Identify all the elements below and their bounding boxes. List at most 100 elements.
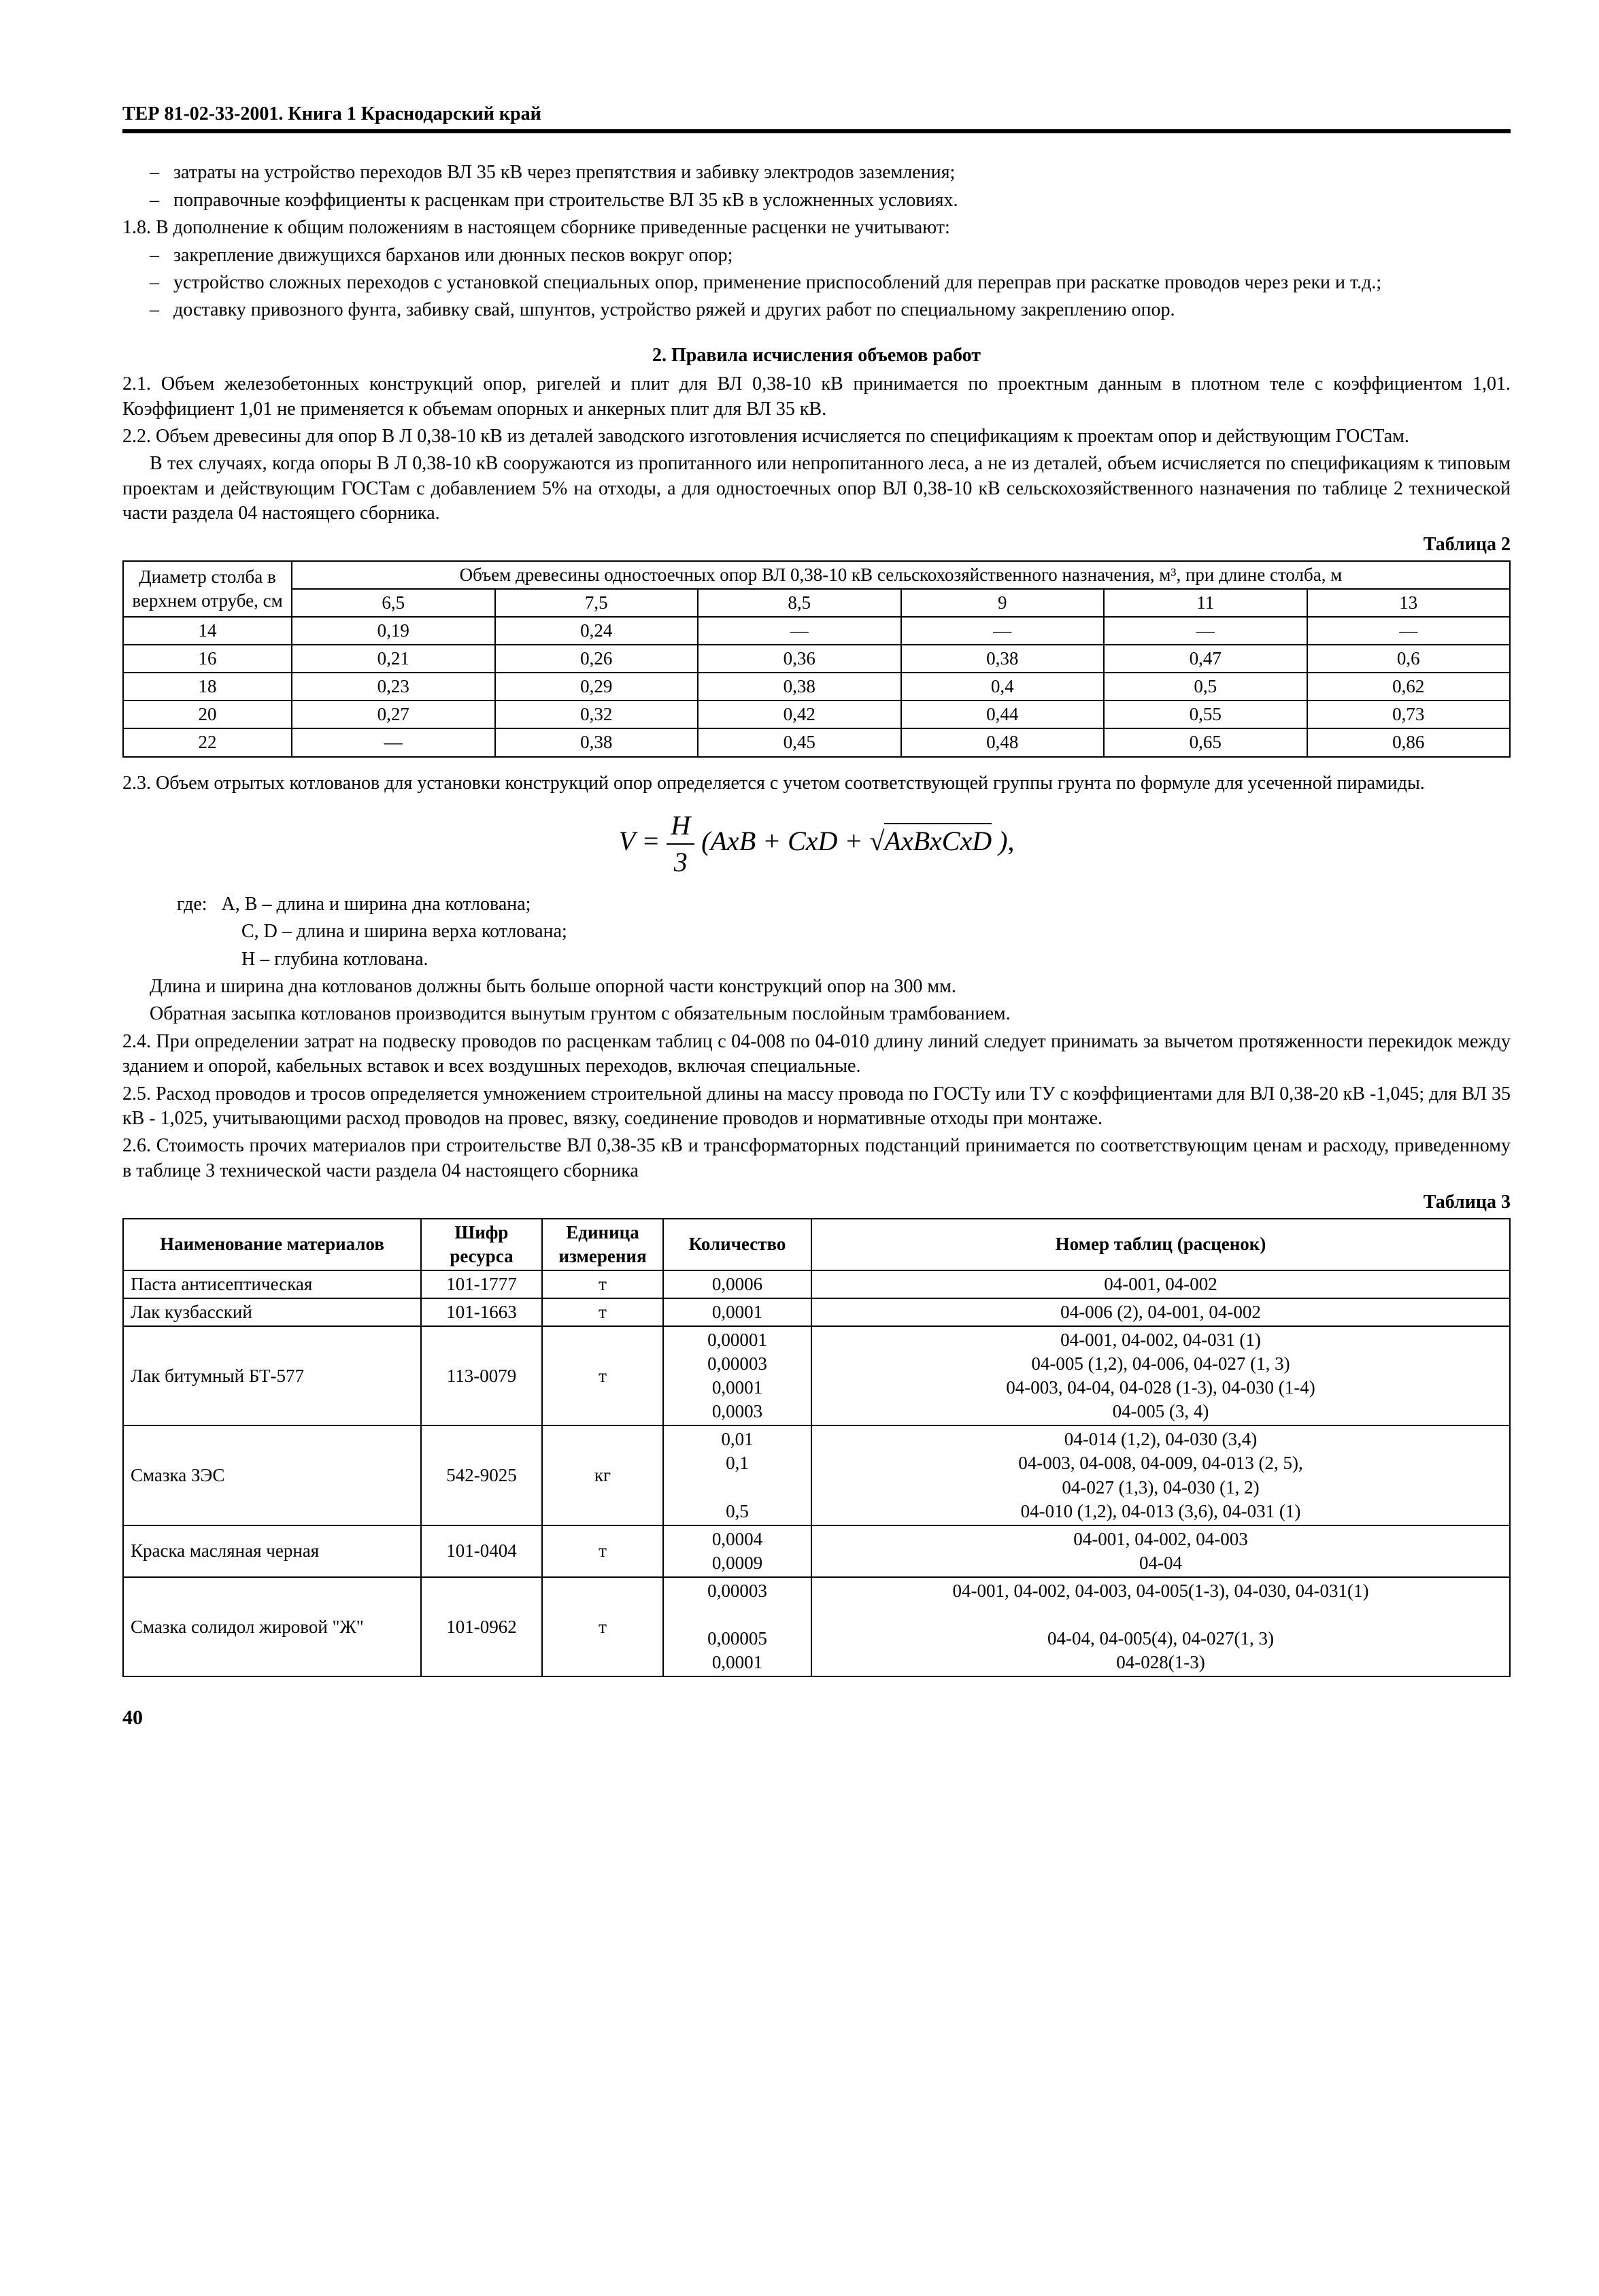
t3-cell-code: 101-1777 — [421, 1270, 542, 1298]
t2-cell-diam: 20 — [123, 700, 292, 728]
t2-cell: — — [901, 617, 1105, 645]
t2-col-header: 7,5 — [495, 589, 698, 617]
t3-cell-qty: 0,0001 — [663, 1298, 811, 1326]
dash-item: – закрепление движущихся барханов или дю… — [122, 243, 1511, 268]
where-line: где: A, B – длина и ширина дна котлована… — [177, 892, 1511, 917]
t2-cell: 0,29 — [495, 673, 698, 700]
t3-cell-name: Смазка солидол жировой "Ж" — [123, 1577, 421, 1676]
t2-cell: 0,86 — [1307, 728, 1511, 756]
t2-cell-diam: 16 — [123, 645, 292, 673]
t2-col-header: 9 — [901, 589, 1105, 617]
t3-header: Единица измерения — [542, 1219, 663, 1270]
t3-cell-name: Краска масляная черная — [123, 1525, 421, 1577]
where-line: C, D – длина и ширина верха котлована; — [241, 919, 1511, 944]
t3-cell-name: Лак кузбасский — [123, 1298, 421, 1326]
t2-cell: 0,26 — [495, 645, 698, 673]
t3-cell-qty: 0,010,1 0,5 — [663, 1425, 811, 1525]
t2-cell: 0,6 — [1307, 645, 1511, 673]
t3-cell-code: 113-0079 — [421, 1326, 542, 1425]
t3-cell-code: 101-0404 — [421, 1525, 542, 1577]
paragraph-2-3c: Обратная засыпка котлованов производится… — [122, 1002, 1511, 1026]
t2-cell: 0,47 — [1104, 645, 1307, 673]
formula: V = H3 (AxB + CxD + √AxBxCxD ), — [122, 808, 1511, 880]
t3-cell-num: 04-006 (2), 04-001, 04-002 — [811, 1298, 1510, 1326]
t2-cell-diam: 18 — [123, 673, 292, 700]
t3-cell-unit: т — [542, 1577, 663, 1676]
t3-cell-num: 04-014 (1,2), 04-030 (3,4)04-003, 04-008… — [811, 1425, 1510, 1525]
t2-cell: 0,4 — [901, 673, 1105, 700]
t3-header: Номер таблиц (расценок) — [811, 1219, 1510, 1270]
page-header: ТЕР 81-02-33-2001. Книга 1 Краснодарский… — [122, 102, 1511, 133]
t2-cell: 0,38 — [901, 645, 1105, 673]
t3-cell-qty: 0,00040,0009 — [663, 1525, 811, 1577]
t3-header: Количество — [663, 1219, 811, 1270]
t2-cell: 0,45 — [698, 728, 901, 756]
t3-cell-name: Паста антисептическая — [123, 1270, 421, 1298]
t3-cell-unit: т — [542, 1525, 663, 1577]
t2-cell: 0,36 — [698, 645, 901, 673]
table-2: Диаметр столба в верхнем отрубе, см Объе… — [122, 560, 1511, 758]
t2-col-header: 13 — [1307, 589, 1511, 617]
t2-cell: 0,42 — [698, 700, 901, 728]
t2-cell: 0,65 — [1104, 728, 1307, 756]
t3-cell-num: 04-001, 04-002, 04-003, 04-005(1-3), 04-… — [811, 1577, 1510, 1676]
page-number: 40 — [122, 1704, 1511, 1731]
paragraph-2-4: 2.4. При определении затрат на подвеску … — [122, 1030, 1511, 1079]
t3-cell-code: 101-1663 — [421, 1298, 542, 1326]
t2-cell: 0,38 — [495, 728, 698, 756]
t3-header: Шифр ресурса — [421, 1219, 542, 1270]
where-line: H – глубина котлована. — [241, 947, 1511, 972]
paragraph-2-1: 2.1. Объем железобетонных конструкций оп… — [122, 372, 1511, 422]
t2-col-header: 6,5 — [292, 589, 495, 617]
paragraph-2-2: 2.2. Объем древесины для опор В Л 0,38-1… — [122, 424, 1511, 449]
t3-cell-unit: т — [542, 1326, 663, 1425]
t2-cell: 0,24 — [495, 617, 698, 645]
t3-cell-unit: кг — [542, 1425, 663, 1525]
t3-header: Наименование материалов — [123, 1219, 421, 1270]
t3-cell-code: 542-9025 — [421, 1425, 542, 1525]
t2-cell: 0,5 — [1104, 673, 1307, 700]
t2-col-header: 8,5 — [698, 589, 901, 617]
t2-cell: — — [1104, 617, 1307, 645]
table-2-label: Таблица 2 — [122, 533, 1511, 557]
t2-cell: 0,62 — [1307, 673, 1511, 700]
t2-cell: 0,27 — [292, 700, 495, 728]
t2-cell: — — [698, 617, 901, 645]
t2-cell: — — [292, 728, 495, 756]
dash-item: – устройство сложных переходов с установ… — [122, 271, 1511, 295]
paragraph-2-3b: Длина и ширина дна котлованов должны быт… — [122, 975, 1511, 999]
t3-cell-qty: 0,00003 0,000050,0001 — [663, 1577, 811, 1676]
t2-cell: 0,23 — [292, 673, 495, 700]
t3-cell-qty: 0,0006 — [663, 1270, 811, 1298]
t2-cell: 0,21 — [292, 645, 495, 673]
t2-cell: 0,73 — [1307, 700, 1511, 728]
t3-cell-num: 04-001, 04-002, 04-00304-04 — [811, 1525, 1510, 1577]
paragraph-1-8: 1.8. В дополнение к общим положениям в н… — [122, 216, 1511, 240]
t3-cell-unit: т — [542, 1270, 663, 1298]
table-3-label: Таблица 3 — [122, 1190, 1511, 1215]
t3-cell-num: 04-001, 04-002, 04-031 (1)04-005 (1,2), … — [811, 1326, 1510, 1425]
t2-cell-diam: 14 — [123, 617, 292, 645]
t3-cell-num: 04-001, 04-002 — [811, 1270, 1510, 1298]
paragraph-2-2b: В тех случаях, когда опоры В Л 0,38-10 к… — [122, 452, 1511, 526]
paragraph-2-5: 2.5. Расход проводов и тросов определяет… — [122, 1082, 1511, 1132]
table-3: Наименование материаловШифр ресурсаЕдини… — [122, 1218, 1511, 1678]
t2-header-span: Объем древесины одностоечных опор ВЛ 0,3… — [292, 561, 1510, 589]
t2-cell: 0,19 — [292, 617, 495, 645]
section-2-title: 2. Правила исчисления объемов работ — [122, 343, 1511, 368]
t2-cell-diam: 22 — [123, 728, 292, 756]
dash-item: – доставку привозного фунта, забивку сва… — [122, 298, 1511, 322]
t2-cell: 0,44 — [901, 700, 1105, 728]
t3-cell-code: 101-0962 — [421, 1577, 542, 1676]
paragraph-2-6: 2.6. Стоимость прочих материалов при стр… — [122, 1134, 1511, 1183]
t3-cell-unit: т — [542, 1298, 663, 1326]
t3-cell-name: Смазка ЗЭС — [123, 1425, 421, 1525]
t2-cell: 0,48 — [901, 728, 1105, 756]
t2-cell: 0,55 — [1104, 700, 1307, 728]
t3-cell-name: Лак битумный БТ-577 — [123, 1326, 421, 1425]
t2-cell: 0,38 — [698, 673, 901, 700]
paragraph-2-3: 2.3. Объем отрытых котлованов для устано… — [122, 771, 1511, 796]
t2-header-diam: Диаметр столба в верхнем отрубе, см — [123, 561, 292, 617]
t2-cell: 0,32 — [495, 700, 698, 728]
t3-cell-qty: 0,000010,000030,00010,0003 — [663, 1326, 811, 1425]
